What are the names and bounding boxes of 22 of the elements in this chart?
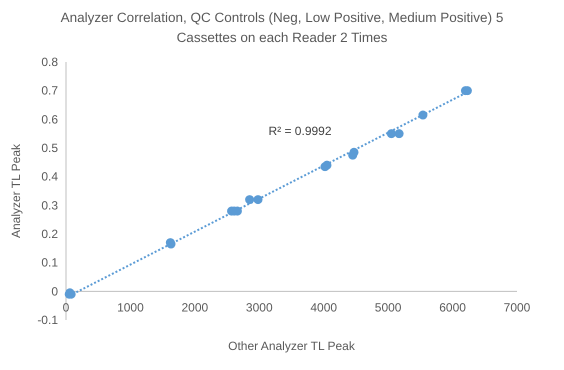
y-tick-label: 0.6 bbox=[41, 112, 58, 126]
y-tick-label: 0.2 bbox=[41, 227, 58, 241]
x-tick-label: 3000 bbox=[246, 300, 273, 314]
y-tick-label: 0.5 bbox=[41, 141, 58, 155]
x-tick-label: 2000 bbox=[182, 300, 209, 314]
y-tick-label: 0.3 bbox=[41, 198, 58, 212]
y-axis-title: Analyzer TL Peak bbox=[9, 142, 23, 238]
y-tick-label: 0.4 bbox=[41, 170, 58, 184]
x-axis-title: Other Analyzer TL Peak bbox=[228, 339, 356, 353]
x-tick-label: 0 bbox=[62, 300, 70, 314]
y-tick-label: 0.1 bbox=[41, 256, 58, 270]
annotation: R² = 0.9992 bbox=[268, 124, 332, 138]
x-tick-label: 4000 bbox=[310, 300, 338, 314]
y-tick-label: 0.8 bbox=[41, 55, 58, 69]
x-tick-label: 7000 bbox=[504, 300, 531, 314]
y-tick-label: -0.1 bbox=[37, 313, 58, 327]
x-tick-label: 6000 bbox=[439, 300, 466, 314]
y-tick-label: 0.7 bbox=[41, 84, 58, 98]
chart-title: Analyzer Correlation, QC Controls (Neg, Low Positive, Medium Positive) 5 Cassettes on each Reader 2 Times bbox=[60, 10, 504, 45]
y-tick-label: 0 bbox=[51, 284, 58, 298]
x-tick-label: 5000 bbox=[374, 300, 402, 314]
x-tick-label: 1000 bbox=[117, 300, 144, 314]
